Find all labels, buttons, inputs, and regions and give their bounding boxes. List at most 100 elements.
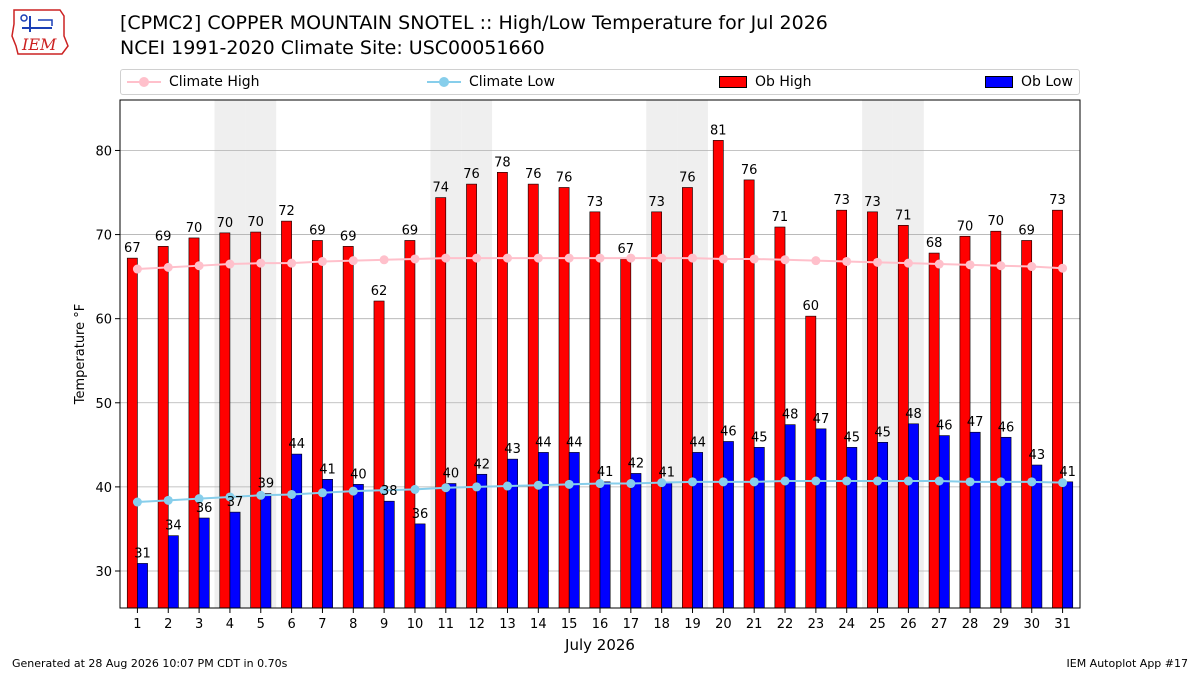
climate-low-point [533, 480, 543, 490]
ob-high-bar [311, 240, 323, 609]
climate-high-point [256, 258, 266, 268]
ob-high-label: 68 [926, 236, 943, 251]
ob-low-label: 41 [319, 462, 336, 477]
x-tick-label: 23 [808, 617, 825, 632]
ob-high-label: 76 [679, 170, 696, 185]
ob-low-bar [445, 483, 457, 609]
ob-low-bar [846, 447, 858, 609]
ob-low-bar [938, 435, 950, 609]
ob-low-bar [507, 458, 518, 609]
ob-low-swatch-icon [985, 76, 1013, 88]
ob-low-label: 43 [504, 442, 521, 457]
ob-low-bar [908, 423, 919, 609]
x-tick-label: 8 [349, 617, 357, 632]
climate-high-point [688, 253, 698, 263]
x-tick-label: 7 [318, 617, 326, 632]
ob-low-label: 47 [813, 412, 830, 427]
ob-high-label: 73 [1049, 193, 1066, 208]
ob-low-label: 42 [628, 456, 645, 471]
ob-low-label: 38 [381, 484, 398, 499]
climate-low-point [1027, 477, 1037, 487]
climate-low-point [903, 476, 913, 486]
ob-low-bar [260, 493, 272, 609]
ob-low-label: 41 [1059, 465, 1076, 480]
ob-high-label: 71 [895, 208, 912, 223]
climate-low-point [502, 481, 512, 491]
ob-high-label: 67 [124, 241, 141, 256]
legend-climate-low-label: Climate Low [469, 74, 555, 90]
ob-high-label: 67 [617, 242, 634, 257]
legend-ob-low-label: Ob Low [1021, 74, 1073, 90]
ob-low-label: 43 [1029, 448, 1046, 463]
climate-low-point [780, 476, 790, 486]
ob-high-label: 76 [556, 170, 573, 185]
climate-low-point [934, 476, 944, 486]
ob-low-label: 39 [258, 477, 275, 492]
ob-high-bar [867, 211, 878, 609]
ob-high-label: 76 [463, 167, 480, 182]
ob-low-bar [599, 481, 611, 609]
ob-low-bar [383, 500, 395, 609]
ob-low-label: 41 [658, 466, 675, 481]
x-tick-label: 16 [592, 617, 609, 632]
ob-high-bar [250, 231, 262, 609]
ob-high-label: 78 [494, 155, 511, 170]
x-tick-label: 9 [380, 617, 388, 632]
ob-low-bar [723, 441, 734, 609]
climate-high-point [132, 264, 142, 274]
ob-low-bar [352, 484, 364, 609]
ob-low-bar [661, 482, 673, 609]
ob-high-bar [188, 237, 200, 609]
ob-low-bar [568, 452, 580, 609]
ob-low-bar [1062, 481, 1074, 609]
ob-low-bar [322, 479, 333, 609]
ob-low-label: 36 [196, 501, 213, 516]
ob-high-label: 73 [833, 193, 850, 208]
ob-low-bar [969, 431, 981, 609]
ob-low-bar [1000, 436, 1012, 609]
x-tick-label: 19 [684, 617, 701, 632]
ob-high-label: 70 [186, 221, 203, 236]
ob-high-label: 73 [864, 195, 881, 210]
climate-high-point [379, 255, 389, 265]
ob-high-bar [373, 300, 385, 609]
climate-high-point [225, 259, 235, 269]
x-tick-label: 1 [133, 617, 141, 632]
ob-low-label: 44 [689, 435, 706, 450]
climate-low-point [718, 477, 728, 487]
climate-low-point [873, 476, 883, 486]
x-tick-label: 30 [1023, 617, 1040, 632]
ob-low-label: 46 [720, 424, 737, 439]
climate-high-point [348, 256, 358, 266]
ob-high-label: 70 [217, 216, 234, 231]
ob-low-label: 45 [751, 430, 768, 445]
climate-high-point [873, 257, 883, 267]
climate-high-point [842, 256, 852, 266]
climate-high-point [595, 253, 605, 263]
y-tick-label: 80 [95, 144, 112, 159]
ob-high-label: 69 [155, 229, 172, 244]
ob-high-label: 72 [278, 204, 295, 219]
ob-high-bar [527, 183, 539, 609]
legend-ob-low: Ob Low [985, 70, 1073, 94]
chart-subtitle: NCEI 1991-2020 Climate Site: USC00051660 [120, 37, 545, 59]
ob-low-label: 48 [782, 408, 799, 423]
climate-high-point [965, 260, 975, 270]
x-tick-label: 22 [777, 617, 794, 632]
legend-ob-high-label: Ob High [755, 74, 812, 90]
ob-low-bar [753, 447, 765, 609]
climate-low-point [163, 495, 173, 505]
ob-high-label: 81 [710, 123, 727, 138]
ob-low-label: 44 [535, 435, 552, 450]
ob-high-label: 60 [803, 299, 820, 314]
generated-timestamp: Generated at 28 Aug 2026 10:07 PM CDT in… [12, 657, 288, 670]
ob-low-bar [291, 453, 303, 609]
ob-high-bar [497, 172, 508, 609]
climate-low-point [287, 489, 297, 499]
climate-high-point [1027, 262, 1037, 272]
ob-low-bar [692, 452, 703, 609]
ob-high-bar [805, 315, 817, 609]
x-tick-label: 26 [900, 617, 917, 632]
ob-low-bar [137, 563, 148, 609]
